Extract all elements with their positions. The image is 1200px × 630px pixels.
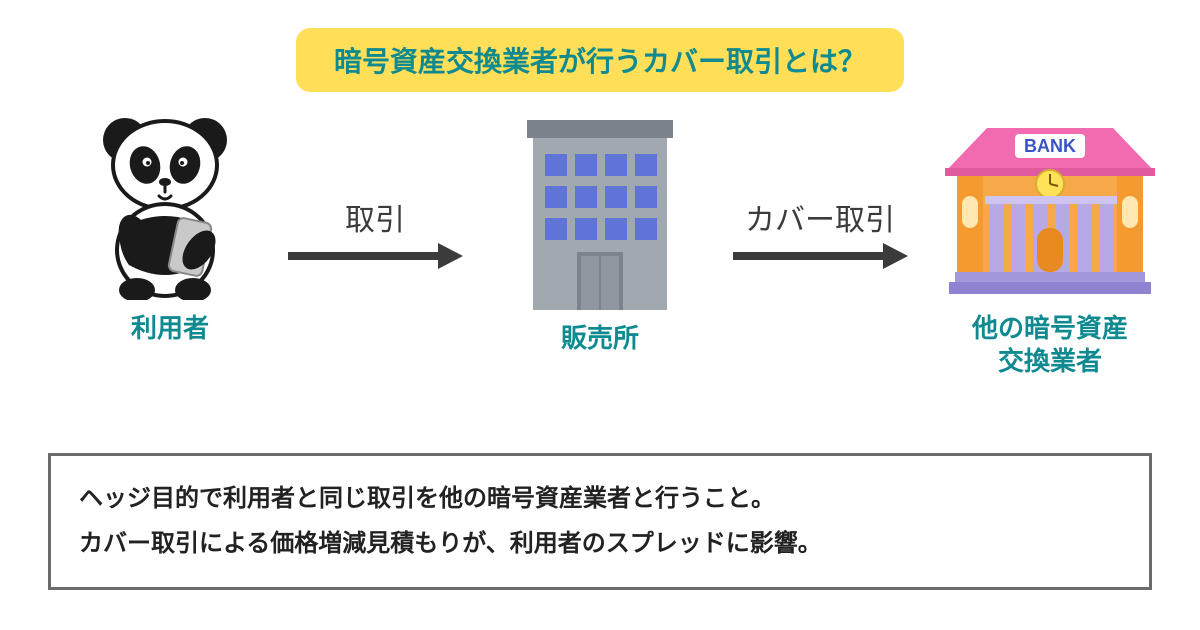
arrow-icon	[733, 241, 908, 271]
arrow-cover-label: カバー取引	[720, 195, 920, 239]
node-other: BANK 他の暗	[940, 110, 1160, 377]
arrow-trade-label: 取引	[275, 195, 475, 239]
description-box: ヘッジ目的で利用者と同じ取引を他の暗号資産業者と行うこと。 カバー取引による価格…	[48, 453, 1152, 590]
arrow-cover: カバー取引	[720, 195, 920, 271]
title-text: 暗号資産交換業者が行うカバー取引とは？	[334, 46, 866, 77]
arrow-trade: 取引	[275, 195, 475, 271]
bank-icon: BANK	[945, 110, 1155, 300]
node-other-label: 他の暗号資産 交換業者	[940, 312, 1160, 377]
building-icon	[515, 110, 685, 310]
node-exchange-label: 販売所	[510, 322, 690, 355]
bank-sign-text: BANK	[1024, 136, 1076, 156]
diagram-row: 利用者 取引 販売所	[0, 110, 1200, 420]
description-line1: ヘッジ目的で利用者と同じ取引を他の暗号資産業者と行うこと。	[79, 476, 1121, 522]
description-line2: カバー取引による価格増減見積もりが、利用者のスプレッドに影響。	[79, 521, 1121, 567]
arrow-icon	[288, 241, 463, 271]
panda-icon	[85, 110, 255, 300]
node-user-label: 利用者	[70, 312, 270, 345]
node-other-label-line1: 他の暗号資産	[972, 313, 1128, 343]
node-other-label-line2: 交換業者	[998, 346, 1102, 376]
title-pill: 暗号資産交換業者が行うカバー取引とは？	[296, 28, 904, 92]
node-user: 利用者	[70, 110, 270, 345]
node-exchange: 販売所	[510, 110, 690, 355]
